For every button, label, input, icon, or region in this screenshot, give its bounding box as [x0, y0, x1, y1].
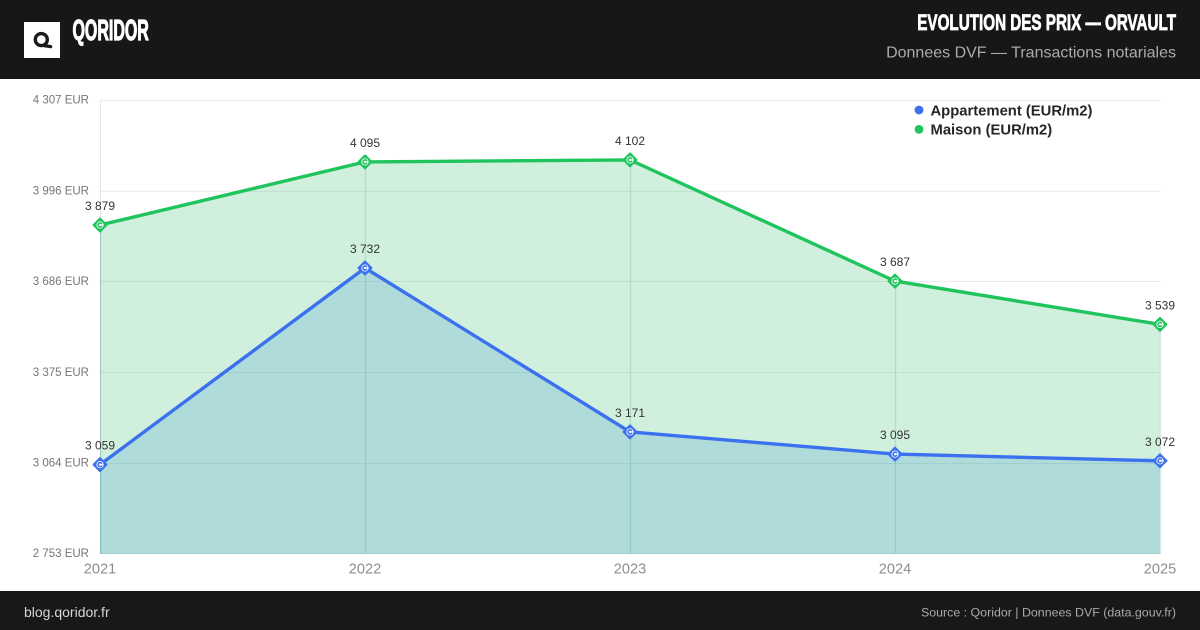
svg-text:3 539: 3 539 [1145, 298, 1175, 312]
svg-text:3 059: 3 059 [85, 439, 115, 453]
svg-text:Maison (EUR/m2): Maison (EUR/m2) [931, 123, 1053, 139]
svg-text:3 072: 3 072 [1145, 435, 1175, 449]
svg-text:blog.qoridor.fr: blog.qoridor.fr [24, 604, 110, 620]
svg-text:3 095: 3 095 [880, 428, 910, 442]
svg-text:4 102: 4 102 [615, 134, 645, 148]
svg-text:Donnees DVF — Transactions not: Donnees DVF — Transactions notariales [886, 45, 1176, 62]
svg-text:3 375 EUR: 3 375 EUR [33, 367, 89, 379]
svg-text:3 171: 3 171 [615, 406, 645, 420]
svg-text:Source : Qoridor | Donnees DVF: Source : Qoridor | Donnees DVF (data.gou… [921, 606, 1176, 620]
svg-text:QORIDOR: QORIDOR [73, 14, 150, 46]
svg-text:2023: 2023 [614, 562, 646, 578]
svg-text:4 307 EUR: 4 307 EUR [33, 95, 89, 107]
svg-text:3 732: 3 732 [350, 242, 380, 256]
svg-text:2025: 2025 [1144, 562, 1176, 578]
svg-text:2021: 2021 [84, 562, 116, 578]
svg-text:Appartement (EUR/m2): Appartement (EUR/m2) [931, 103, 1093, 119]
svg-text:3 687: 3 687 [880, 255, 910, 269]
svg-text:2024: 2024 [879, 562, 911, 578]
svg-text:3 686 EUR: 3 686 EUR [33, 276, 89, 288]
svg-text:4 095: 4 095 [350, 136, 380, 150]
svg-text:2022: 2022 [349, 562, 381, 578]
svg-text:3 064 EUR: 3 064 EUR [33, 458, 89, 470]
svg-text:3 879: 3 879 [85, 199, 115, 213]
svg-text:3 996 EUR: 3 996 EUR [33, 185, 89, 197]
svg-text:EVOLUTION DES PRIX — ORVAULT: EVOLUTION DES PRIX — ORVAULT [917, 12, 1176, 37]
svg-text:2 753 EUR: 2 753 EUR [33, 548, 89, 560]
